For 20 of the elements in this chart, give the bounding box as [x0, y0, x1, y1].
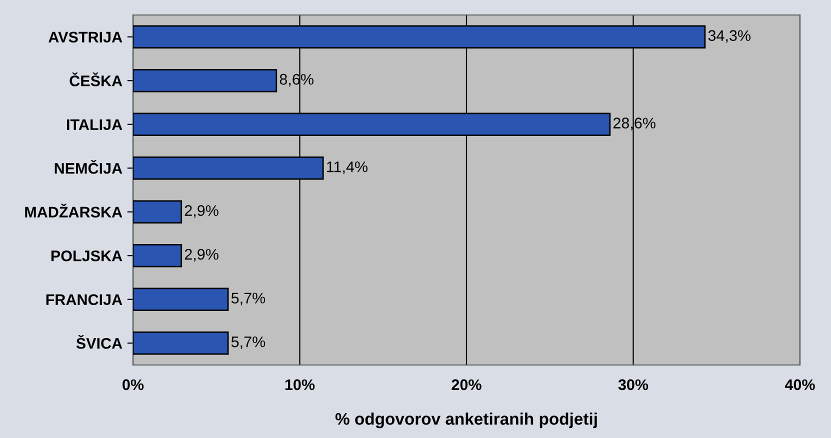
x-tick-label: 20% [452, 379, 482, 390]
y-tick-label: FRANCIJA [46, 294, 122, 306]
x-tick-label: 10% [285, 379, 315, 390]
x-axis-title: % odgovorov anketiranih podjetij [335, 412, 597, 428]
y-tick-label: NEMČIJA [54, 160, 122, 174]
x-tick-label: 0% [122, 379, 144, 390]
y-tick-label: AVSTRIJA [48, 32, 122, 43]
y-tick-label: MADŽARSKA [25, 204, 122, 218]
y-tick-label: ITALIJA [67, 119, 122, 130]
x-tick-label: 30% [618, 379, 648, 390]
data-label: 34,3% [708, 30, 751, 43]
data-label: 2,9% [184, 248, 218, 262]
y-tick-label: POLJSKA [51, 250, 122, 262]
x-tick-label: 40% [784, 379, 815, 390]
data-label: 2,9% [184, 205, 218, 218]
data-label: 5,7% [231, 336, 266, 350]
data-label: 5,7% [231, 292, 266, 306]
y-tick-label: ŠVICA [76, 334, 122, 349]
y-tick-label: ČEŠKA [70, 72, 122, 86]
data-label: 11,4% [327, 161, 368, 174]
